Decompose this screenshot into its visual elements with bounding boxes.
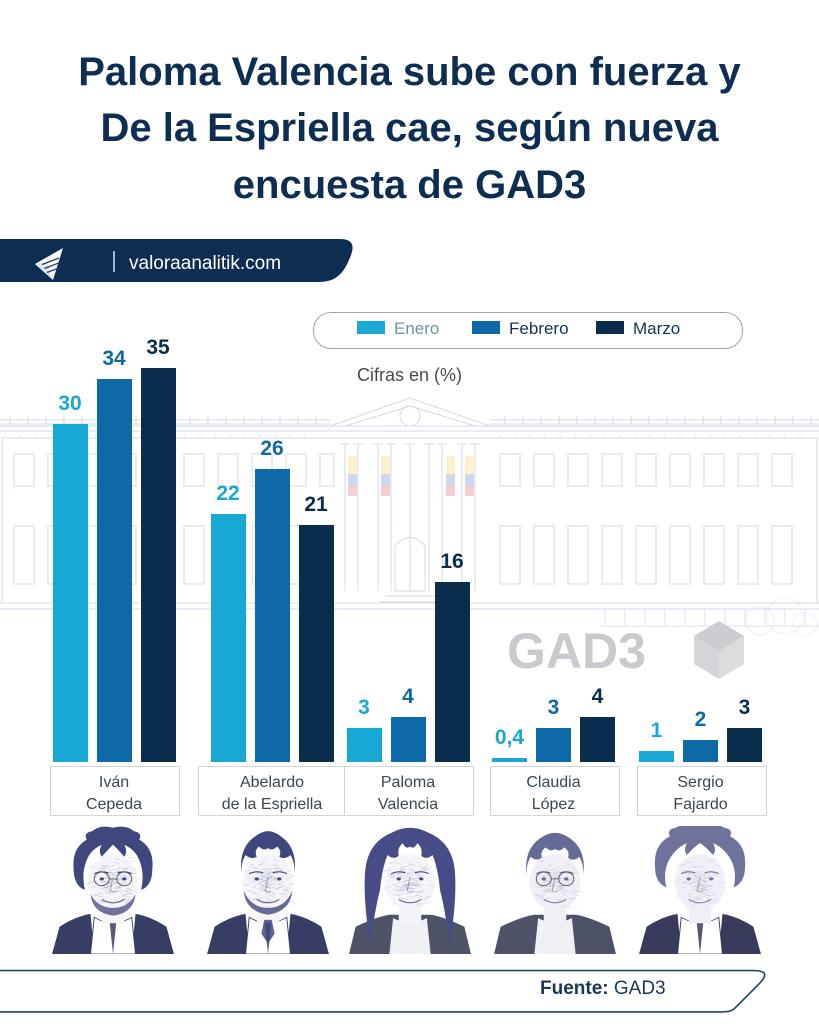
svg-text:GAD3: GAD3: [507, 623, 646, 679]
